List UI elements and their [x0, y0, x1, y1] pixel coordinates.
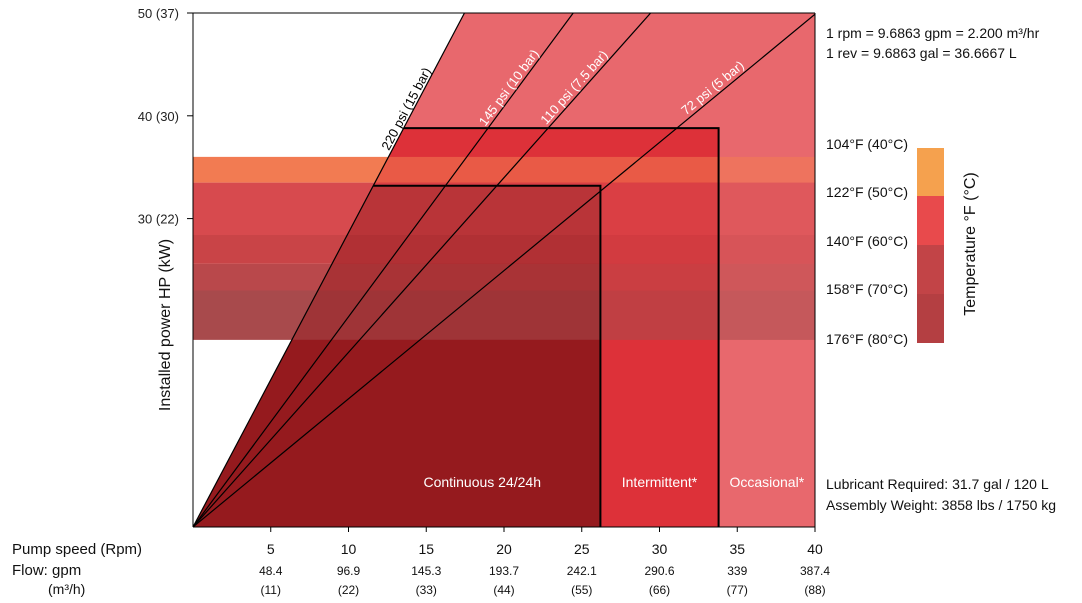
y-tick-label: 50 (37): [138, 6, 179, 21]
pressure-line: [193, 13, 815, 527]
legend-swatch: [917, 294, 944, 343]
x-tick-gpm: 193.7: [489, 564, 519, 578]
legend-swatch: [917, 196, 944, 245]
pressure-line: [193, 13, 574, 527]
zone-label: Occasional*: [729, 474, 804, 490]
x-tick-m3h: (22): [338, 583, 359, 597]
x-tick-m3h: (33): [416, 583, 437, 597]
x-tick-gpm: 339: [727, 564, 747, 578]
x-tick-rpm: 15: [418, 541, 434, 557]
x-tick-m3h: (66): [649, 583, 670, 597]
y-tick-label: 30 (22): [138, 212, 179, 227]
temperature-band-outside: [193, 235, 348, 264]
temperature-band-outside: [193, 290, 318, 340]
x-tick-gpm: 48.4: [259, 564, 283, 578]
x-tick-gpm: 387.4: [800, 564, 830, 578]
continuous-overlay: [193, 339, 601, 527]
annotations: 1 rpm = 9.6863 gpm = 2.200 m³/hr 1 rev = …: [826, 25, 1056, 513]
x-tick-gpm: 96.9: [337, 564, 361, 578]
x-tick-gpm: 145.3: [411, 564, 441, 578]
zone-border: [403, 127, 720, 527]
zone-label: Continuous 24/24h: [423, 474, 541, 490]
legend-swatch: [917, 245, 944, 294]
x-tick-m3h: (88): [804, 583, 825, 597]
legend-title: Temperature °F (°C): [962, 172, 979, 316]
legend-label: 140°F (60°C): [826, 233, 908, 249]
pressure-lines: [193, 13, 815, 527]
conversion-note-rev: 1 rev = 9.6863 gal = 36.6667 L: [826, 45, 1017, 61]
temperature-band-outside: [193, 263, 332, 291]
zone-border: [373, 184, 602, 527]
x-tick-rpm: 5: [267, 541, 275, 557]
x-tick-gpm: 290.6: [644, 564, 674, 578]
lubricant-note: Lubricant Required: 31.7 gal / 120 L: [826, 476, 1049, 492]
continuous-zone-base: [193, 339, 601, 527]
x-axis-label-row: Flow: gpm: [12, 562, 81, 579]
legend-label: 176°F (80°C): [826, 331, 908, 347]
x-tick-rpm: 35: [729, 541, 745, 557]
temperature-band-outside: [193, 156, 389, 183]
x-tick-m3h: (55): [571, 583, 592, 597]
x-tick-m3h: (44): [493, 583, 514, 597]
x-tick-rpm: 40: [807, 541, 823, 557]
legend-label: 122°F (50°C): [826, 184, 908, 200]
legend-swatch: [917, 148, 944, 196]
zone-label: Intermittent*: [622, 474, 698, 490]
zone-borders: [373, 127, 720, 527]
x-tick-m3h: (77): [727, 583, 748, 597]
x-tick-m3h: (11): [261, 583, 281, 597]
temperature-bands-outside: [193, 156, 389, 340]
x-axis-label-row: Pump speed (Rpm): [12, 541, 142, 558]
temperature-legend: 104°F (40°C) 122°F (50°C) 140°F (60°C) 158°…: [826, 136, 979, 347]
x-tick-gpm: 242.1: [567, 564, 597, 578]
axes: 30 (22) 40 (30) 50 (37) Installed power HP …: [12, 6, 830, 597]
legend-label: 158°F (70°C): [826, 281, 908, 297]
x-tick-rpm: 30: [652, 541, 668, 557]
zone-labels: Continuous 24/24h Intermittent* Occasional…: [423, 474, 804, 490]
conversion-note-rpm: 1 rpm = 9.6863 gpm = 2.200 m³/hr: [826, 25, 1040, 41]
y-axis-label: Installed power HP (kW): [157, 239, 174, 411]
x-tick-rpm: 10: [341, 541, 357, 557]
x-tick-rpm: 20: [496, 541, 512, 557]
pressure-line: [193, 13, 466, 527]
legend-label: 104°F (40°C): [826, 136, 908, 152]
pressure-line: [193, 13, 652, 527]
weight-note: Assembly Weight: 3858 lbs / 1750 kg: [826, 497, 1056, 513]
y-tick-label: 40 (30): [138, 109, 179, 124]
x-tick-rpm: 25: [574, 541, 590, 557]
x-axis-label-row: (m³/h): [48, 581, 85, 597]
temperature-band-outside: [193, 182, 375, 236]
